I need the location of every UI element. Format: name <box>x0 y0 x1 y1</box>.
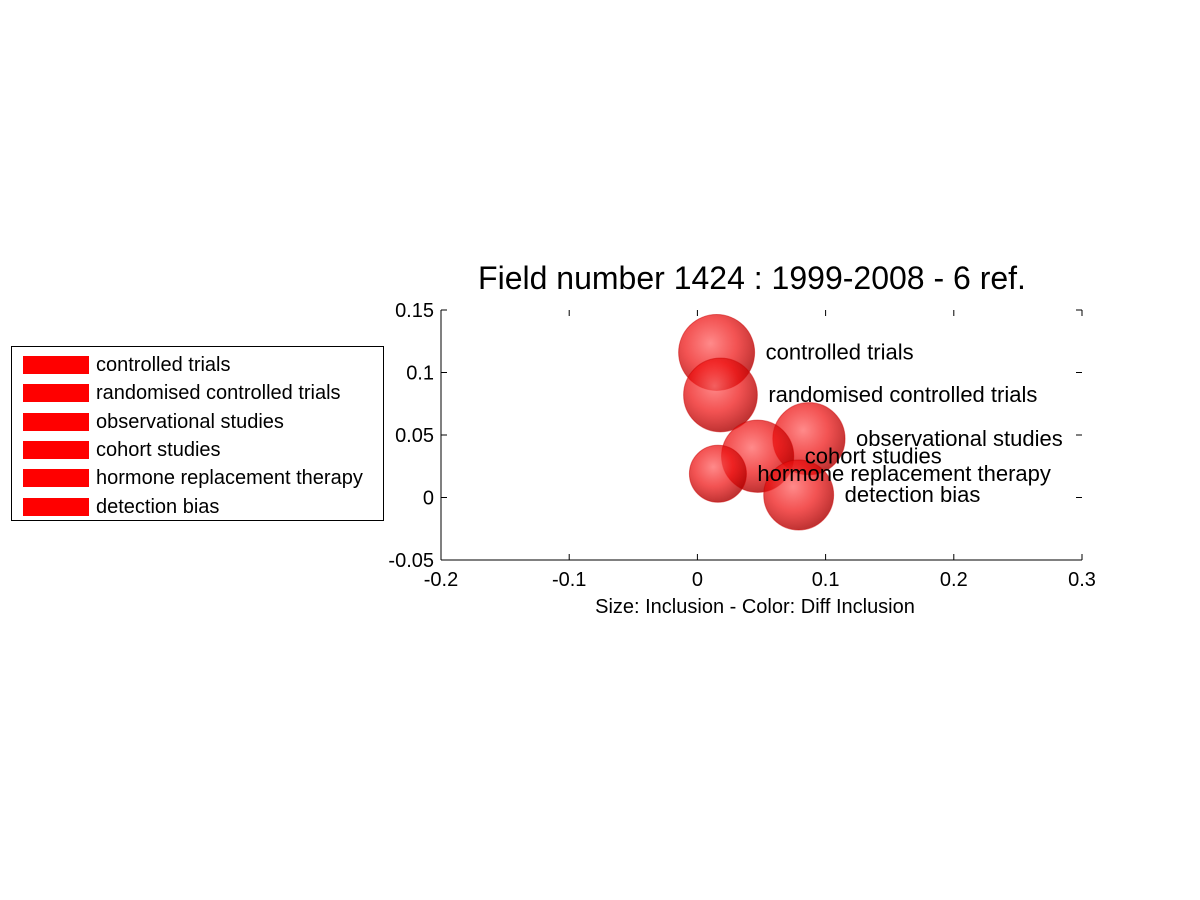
bubbles <box>678 314 846 531</box>
legend: controlled trials randomised controlled t… <box>11 346 384 521</box>
bubble <box>683 357 758 433</box>
bubble-label: randomised controlled trials <box>768 382 1037 407</box>
bubble <box>688 444 747 503</box>
legend-item: observational studies <box>12 411 383 433</box>
y-tick-label: 0 <box>423 488 434 510</box>
bubble-label: hormone replacement therapy <box>757 461 1051 486</box>
y-tick-label: -0.05 <box>388 550 434 572</box>
legend-swatch <box>23 440 89 459</box>
bubble-label: observational studies <box>856 426 1063 451</box>
legend-label: observational studies <box>96 410 284 433</box>
point-labels: controlled trials randomised controlled t… <box>757 340 1062 508</box>
x-tick-label: 0.2 <box>940 569 968 591</box>
legend-label: randomised controlled trials <box>96 382 341 405</box>
legend-item: hormone replacement therapy <box>12 467 383 489</box>
legend-swatch <box>23 384 89 403</box>
legend-swatch <box>23 356 89 374</box>
legend-label: hormone replacement therapy <box>96 467 363 490</box>
x-tick-label: -0.2 <box>424 569 458 591</box>
x-tick-label: 0.1 <box>812 569 840 591</box>
x-tick-label: 0 <box>692 569 703 591</box>
bubble-label: cohort studies <box>805 443 942 468</box>
x-tick-label: 0.3 <box>1068 569 1096 591</box>
x-axis-label: Size: Inclusion - Color: Diff Inclusion <box>595 596 915 618</box>
legend-label: cohort studies <box>96 438 221 461</box>
legend-swatch <box>23 497 89 516</box>
x-tick-label: -0.1 <box>552 569 586 591</box>
legend-item: controlled trials <box>12 354 383 376</box>
legend-swatch <box>23 412 89 431</box>
legend-item: detection bias <box>12 496 383 518</box>
y-tick-label: 0.05 <box>395 425 434 447</box>
legend-label: detection bias <box>96 495 220 518</box>
y-tick-label: 0.15 <box>395 300 434 322</box>
axes: -0.2 -0.1 0 0.1 0.2 0.3 0.15 0.1 0.05 0 -0.05 <box>388 300 1096 591</box>
legend-item: cohort studies <box>12 439 383 461</box>
legend-label: controlled trials <box>96 354 231 376</box>
legend-swatch <box>23 469 89 488</box>
y-tick-label: 0.1 <box>406 363 434 385</box>
legend-item: randomised controlled trials <box>12 382 383 404</box>
chart-title: Field number 1424 : 1999-2008 - 6 ref. <box>478 260 1026 296</box>
bubble <box>763 459 835 531</box>
bubble-label: detection bias <box>845 482 981 507</box>
bubble-label: controlled trials <box>766 340 914 365</box>
